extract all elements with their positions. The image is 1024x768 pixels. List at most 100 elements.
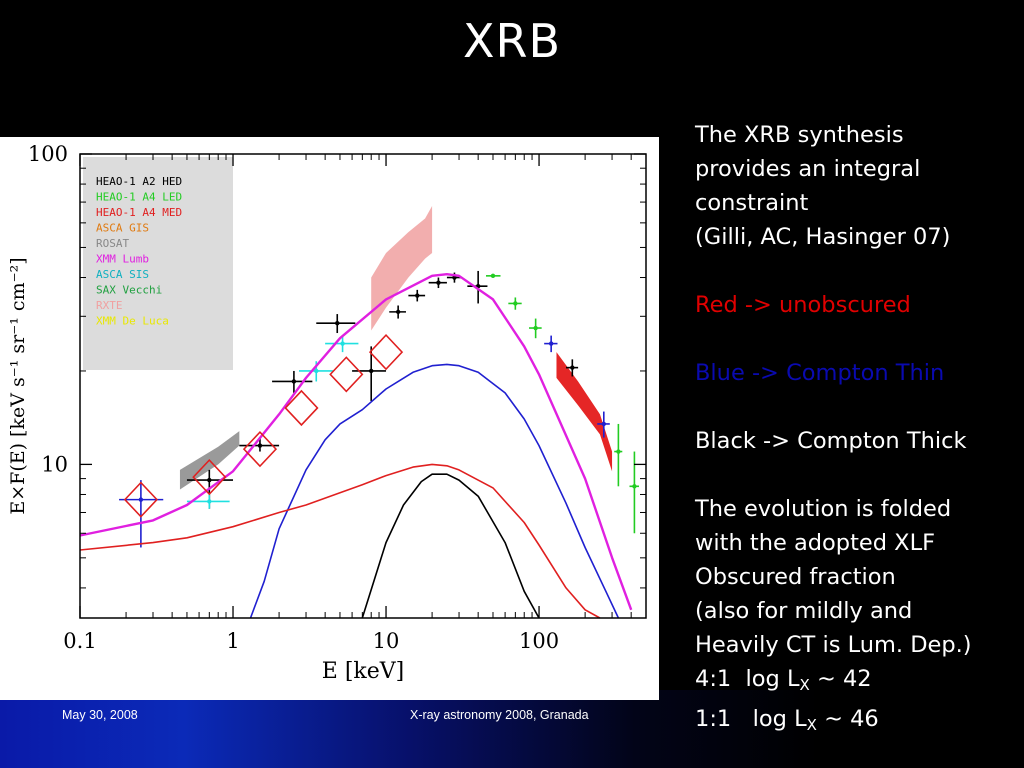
band-heao-1-a4-med <box>556 352 613 472</box>
point-marker <box>513 301 518 306</box>
data-point <box>544 335 558 353</box>
evolution-line-4: (also for mildly and <box>695 598 913 624</box>
diamond-marker <box>284 389 319 427</box>
point-marker <box>335 321 340 326</box>
y-axis-title: E×F(E) [keV s⁻¹ sr⁻¹ cm⁻²] <box>7 257 29 514</box>
legend-entry: ASCA GIS <box>96 222 149 235</box>
ratio-1-prefix: 4:1 log L <box>695 666 800 692</box>
legend-entry: RXTE <box>96 299 123 312</box>
point-marker <box>601 421 607 427</box>
diamond-marker <box>192 458 227 496</box>
data-point <box>316 314 356 334</box>
diamond-marker <box>329 356 364 393</box>
data-point <box>529 318 542 339</box>
ratio-2-suffix: ~ 46 <box>816 706 879 732</box>
blue-compton-thin-label: Blue -> Compton Thin <box>695 360 945 386</box>
point-marker <box>257 443 263 448</box>
x-tick-label: 0.1 <box>63 629 96 653</box>
data-point <box>485 273 501 279</box>
legend-entry: ASCA SIS <box>96 268 149 281</box>
model-curve-2 <box>249 363 620 619</box>
legend-entry: HEAO-1 A4 MED <box>96 206 182 219</box>
model-curve-3 <box>79 463 601 619</box>
point-marker <box>616 449 621 454</box>
data-point <box>565 359 579 377</box>
bands-layer <box>179 205 613 490</box>
point-marker <box>207 499 212 504</box>
data-point <box>614 423 623 487</box>
data-point <box>186 492 230 509</box>
x-tick-label: 10 <box>373 629 400 653</box>
x-axis-title: E [keV] <box>322 659 404 684</box>
point-marker <box>436 280 441 285</box>
evolution-line-1: The evolution is folded <box>695 496 952 522</box>
plot-frame <box>79 153 647 619</box>
ticks-layer: 0.1 1 10 100 10 100 <box>28 142 646 653</box>
point-marker <box>314 368 319 374</box>
data-point <box>408 289 426 302</box>
model-curve-4 <box>361 473 540 619</box>
model-curve-1 <box>79 273 633 611</box>
diamonds-layer <box>123 333 404 518</box>
data-point <box>428 277 447 289</box>
point-marker <box>533 325 538 331</box>
point-marker <box>548 341 554 346</box>
data-point <box>352 346 387 402</box>
data-point <box>389 305 406 319</box>
ratio-line-1: 4:1 log LX ~ 42 <box>695 662 1020 702</box>
ratio-1-subscript: X <box>799 676 810 694</box>
evolution-line-3: Obscured fraction <box>695 564 896 590</box>
diamond-marker <box>368 333 404 371</box>
data-point <box>597 411 610 438</box>
ratio-line-2: 1:1 log LX ~ 46 <box>695 702 1020 742</box>
data-point <box>119 480 164 548</box>
legend-entry: XMM De Luca <box>96 315 169 328</box>
x-tick-label: 100 <box>519 629 559 653</box>
footer-event: X-ray astronomy 2008, Granada <box>410 708 589 722</box>
ratio-1-suffix: ~ 42 <box>809 666 872 692</box>
legend-background <box>83 157 233 370</box>
diamond-marker <box>123 481 158 518</box>
lines-layer <box>79 273 633 619</box>
legend-entry: SAX Vecchi <box>96 284 162 297</box>
point-marker <box>340 341 345 346</box>
point-marker <box>291 379 297 384</box>
diamond-marker <box>242 430 278 468</box>
black-compton-thick-label: Black -> Compton Thick <box>695 428 967 454</box>
red-unobscured-label: Red -> unobscured <box>695 292 911 318</box>
point-marker <box>395 309 401 315</box>
synthesis-line-2: provides an integral <box>695 156 921 182</box>
ratio-2-prefix: 1:1 log L <box>695 706 807 732</box>
slide-title: XRB <box>462 14 562 68</box>
y-tick-label: 10 <box>41 452 68 476</box>
point-marker <box>490 273 496 279</box>
data-point <box>299 361 333 382</box>
point-marker <box>207 477 212 483</box>
footer-date: May 30, 2008 <box>62 708 138 722</box>
point-marker <box>369 368 374 374</box>
point-marker <box>570 365 575 370</box>
point-marker <box>138 497 144 502</box>
legend-entries: HEAO-1 A2 HED HEAO-1 A4 LED HEAO-1 A4 MED A… <box>96 175 182 328</box>
x-tick-label: 1 <box>226 629 239 653</box>
data-point <box>325 335 359 353</box>
data-point <box>629 451 639 534</box>
point-marker <box>632 484 637 489</box>
ratio-2-subscript: X <box>806 716 817 734</box>
plot-svg: 0.1 1 10 100 10 100 HEAO-1 A2 HED HEAO-1 A4 LE… <box>7 142 647 684</box>
citation-line: (Gilli, AC, Hasinger 07) <box>695 224 951 250</box>
evolution-line-2: with the adopted XLF <box>695 530 936 556</box>
y-tick-label: 100 <box>28 142 68 166</box>
synthesis-line-3: constraint <box>695 190 809 216</box>
evolution-line-5: Heavily CT is Lum. Dep.) <box>695 632 972 658</box>
footer-gradient-bar <box>0 690 1024 768</box>
legend-box <box>83 157 233 370</box>
data-point <box>272 370 313 393</box>
legend-entry: XMM Lumb <box>96 253 149 266</box>
legend-entry: ROSAT <box>96 237 129 250</box>
legend-entry: HEAO-1 A4 LED <box>96 191 182 204</box>
point-marker <box>415 293 420 298</box>
synthesis-line-1: The XRB synthesis <box>695 122 904 148</box>
side-notes: The XRB synthesis provides an integral c… <box>695 118 1020 742</box>
xrb-spectrum-plot: 0.1 1 10 100 10 100 HEAO-1 A2 HED HEAO-1 A4 LE… <box>0 137 659 700</box>
